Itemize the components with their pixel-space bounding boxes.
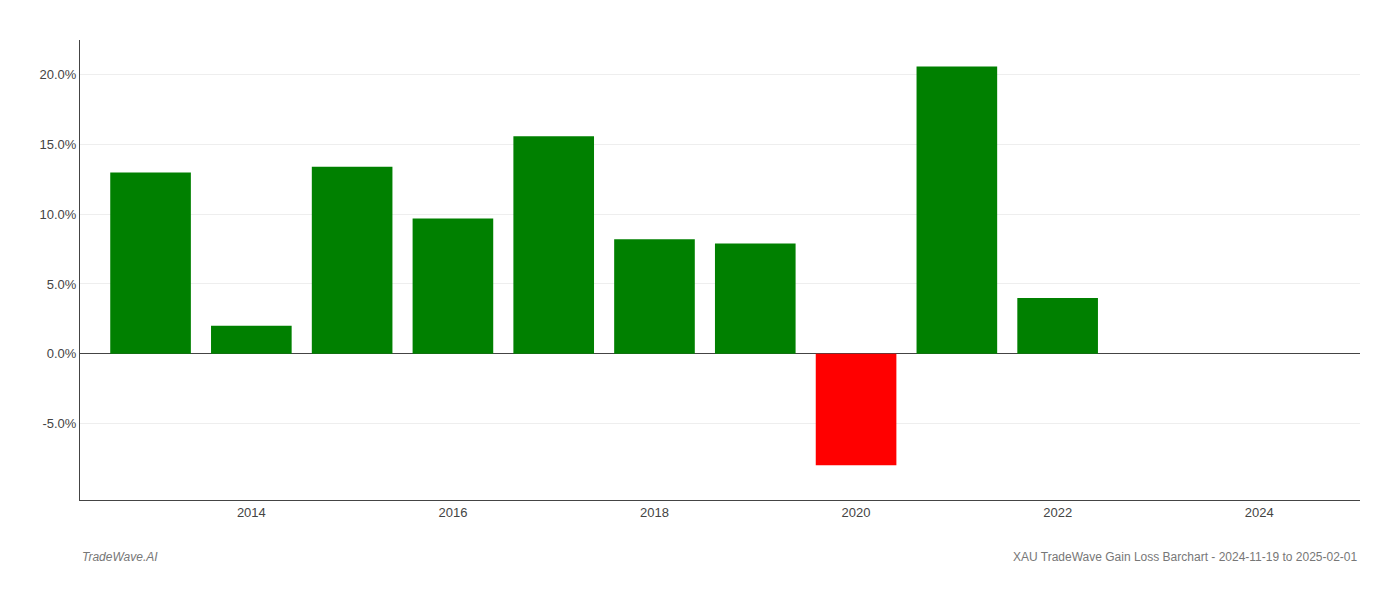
svg-text:2018: 2018: [640, 505, 669, 520]
svg-text:20.0%: 20.0%: [40, 67, 77, 82]
svg-text:0.0%: 0.0%: [47, 346, 77, 361]
svg-text:2020: 2020: [842, 505, 871, 520]
svg-text:2022: 2022: [1043, 505, 1072, 520]
svg-text:2014: 2014: [237, 505, 266, 520]
svg-text:2024: 2024: [1245, 505, 1274, 520]
svg-text:TradeWave.AI: TradeWave.AI: [82, 550, 158, 564]
svg-text:2016: 2016: [438, 505, 467, 520]
svg-text:15.0%: 15.0%: [40, 137, 77, 152]
svg-text:10.0%: 10.0%: [40, 207, 77, 222]
svg-text:-5.0%: -5.0%: [42, 416, 76, 431]
svg-text:5.0%: 5.0%: [47, 276, 77, 291]
svg-text:XAU TradeWave Gain Loss Barcha: XAU TradeWave Gain Loss Barchart - 2024-…: [1013, 550, 1358, 564]
